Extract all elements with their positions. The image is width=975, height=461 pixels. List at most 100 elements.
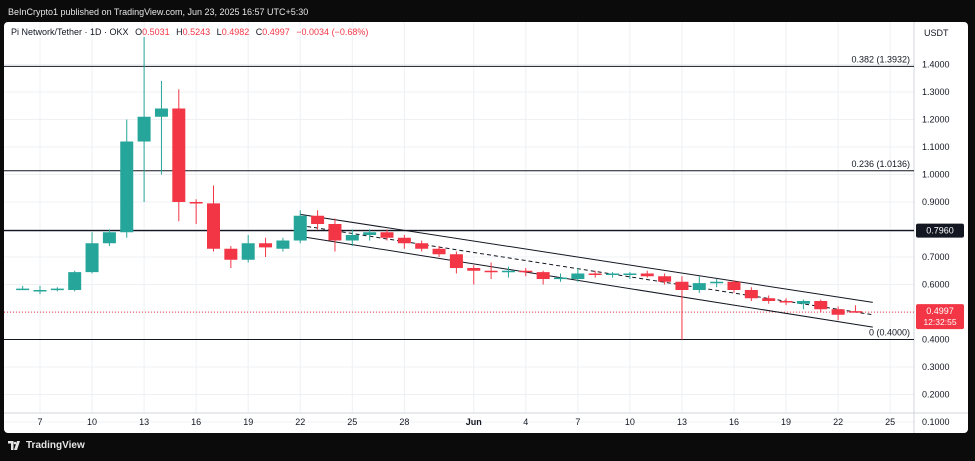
candle-body <box>501 270 515 273</box>
channel-midline <box>300 224 873 316</box>
candle-down <box>727 280 741 293</box>
candle-body <box>137 116 151 142</box>
candle-body <box>16 288 30 291</box>
legend-open: 0.5031 <box>142 27 170 37</box>
candle-body <box>571 273 585 279</box>
y-axis-unit-label: USDT <box>924 28 949 38</box>
candle-body <box>50 288 64 291</box>
candle-down <box>744 287 758 301</box>
x-tick-label: 16 <box>191 417 201 427</box>
x-tick-label: 13 <box>139 417 149 427</box>
legend-symbol: Pi Network/Tether · 1D · OKX <box>11 27 129 37</box>
candle-up <box>68 270 82 292</box>
candle-down <box>259 237 273 257</box>
candle-body <box>519 270 533 273</box>
tradingview-brand: TradingView <box>26 440 85 451</box>
candle-body <box>172 108 186 202</box>
candle-body <box>380 232 394 238</box>
candle-down <box>848 305 862 313</box>
candle-down <box>779 298 793 306</box>
candle-down <box>658 273 672 285</box>
candle-body <box>120 141 134 233</box>
candle-body <box>189 202 203 204</box>
candle-body <box>154 108 168 117</box>
candle-up <box>50 287 64 292</box>
candle-up <box>363 229 377 241</box>
resistance-badge-label: 0.7960 <box>926 226 954 236</box>
candle-up <box>623 272 637 279</box>
candle-body <box>779 301 793 303</box>
candle-body <box>675 281 689 290</box>
y-tick-label: 1.0000 <box>922 170 950 180</box>
countdown-label: 12:32:55 <box>923 317 956 327</box>
y-tick-label: 0.1000 <box>922 417 950 427</box>
x-tick-label: 4 <box>523 417 528 427</box>
candle-down <box>172 89 186 222</box>
candle-body <box>415 243 429 249</box>
candle-down <box>675 276 689 340</box>
candle-up <box>710 279 724 288</box>
candle-down <box>311 210 325 230</box>
candle-body <box>33 290 47 292</box>
legend-close-label: C <box>255 27 263 37</box>
resistance-badge <box>916 223 964 238</box>
legend-high: 0.5243 <box>182 27 211 37</box>
candle-body <box>831 309 845 315</box>
x-tick-label: 13 <box>677 417 687 427</box>
x-tick-label: 25 <box>347 417 357 427</box>
current-price-badge <box>916 304 964 330</box>
candle-body <box>328 224 342 241</box>
candle-down <box>536 270 550 285</box>
candle-up <box>16 285 30 291</box>
candle-body <box>345 235 359 241</box>
channel-upper-line <box>300 213 873 303</box>
candle-up <box>102 229 116 246</box>
tradingview-footer[interactable]: TradingView <box>8 440 85 451</box>
x-tick-label: 19 <box>781 417 791 427</box>
x-tick-label: 25 <box>885 417 895 427</box>
candle-body <box>640 273 654 277</box>
price-chart[interactable]: 0.10000.20000.30000.40000.50000.60000.70… <box>4 22 968 433</box>
y-tick-label: 0.4000 <box>922 335 950 345</box>
candle-body <box>224 248 238 260</box>
x-tick-label: 22 <box>833 417 843 427</box>
candle-down <box>588 270 602 278</box>
candle-down <box>762 295 776 304</box>
candle-body <box>727 281 741 290</box>
candle-up <box>345 229 359 246</box>
candle-down <box>640 270 654 278</box>
x-tick-label: 22 <box>295 417 305 427</box>
legend-close: 0.4997 <box>262 27 290 37</box>
legend-low: 0.4982 <box>221 27 250 37</box>
candle-body <box>467 268 481 271</box>
candle-body <box>848 311 862 313</box>
current-price-label: 0.4997 <box>926 306 954 316</box>
candle-body <box>623 273 637 275</box>
x-tick-label: 28 <box>399 417 409 427</box>
candle-body <box>68 272 82 290</box>
legend-low-label: L <box>216 27 222 37</box>
candle-body <box>796 301 810 304</box>
x-tick-label: Jun <box>466 417 482 427</box>
candle-up <box>33 285 47 295</box>
candle-body <box>762 298 776 301</box>
candle-down <box>380 229 394 241</box>
published-caption: BeInCrypto1 published on TradingView.com… <box>8 7 309 17</box>
y-tick-label: 1.4000 <box>922 60 950 70</box>
candle-body <box>363 232 377 235</box>
candle-body <box>710 281 724 284</box>
y-tick-label: 1.3000 <box>922 87 950 97</box>
x-tick-label: 7 <box>575 417 580 427</box>
candle-up <box>554 273 567 282</box>
symbol-legend: Pi Network/Tether · 1D · OKX O0.5031 H0.… <box>11 27 368 37</box>
candle-body <box>276 240 290 249</box>
candle-up <box>276 237 290 252</box>
candle-up <box>154 81 168 175</box>
candle-down <box>415 240 429 252</box>
chart-panel[interactable]: 0.10000.20000.30000.40000.50000.60000.70… <box>4 22 968 433</box>
candle-down <box>189 199 203 224</box>
y-tick-label: 0.7000 <box>922 252 950 262</box>
candle-down <box>484 262 498 279</box>
candle-down <box>207 185 220 252</box>
